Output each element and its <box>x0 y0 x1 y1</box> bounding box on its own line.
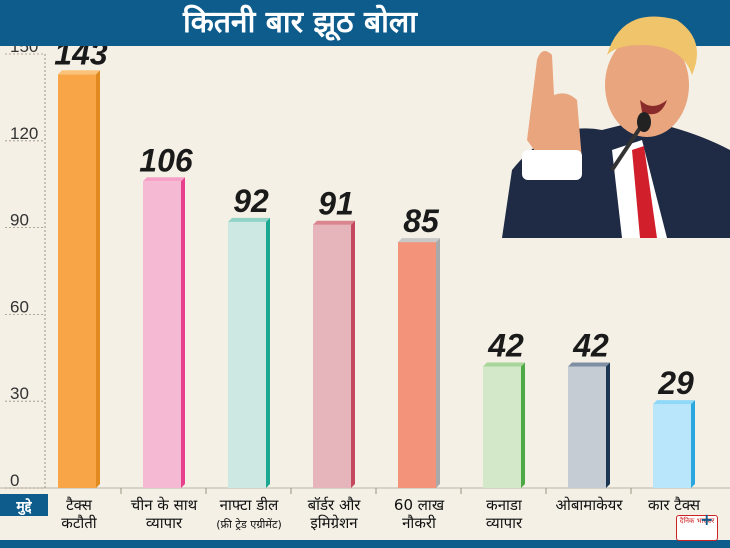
bar-side <box>691 400 695 488</box>
bar-value-label: 42 <box>487 327 524 363</box>
y-tick-label: 60 <box>10 297 29 316</box>
bar-side <box>436 238 440 488</box>
bar-value-label: 92 <box>233 183 269 219</box>
bar-top <box>58 70 100 75</box>
bar-side <box>351 220 355 488</box>
category-label: नौकरी <box>402 514 437 532</box>
bar-front <box>653 404 691 488</box>
bar-front <box>228 221 266 488</box>
y-tick-label: 0 <box>10 471 19 490</box>
bar <box>58 70 100 489</box>
bar-front <box>58 74 96 489</box>
bar-value-label: 143 <box>54 46 108 71</box>
category-label: व्यापार <box>146 514 183 532</box>
bar-value-label: 91 <box>318 186 354 222</box>
bar-value-label: 29 <box>657 365 694 401</box>
bar-front <box>313 224 351 488</box>
category-label: बॉर्डर और <box>308 496 362 514</box>
plus-icon: + <box>700 510 714 529</box>
y-tick-label: 120 <box>10 124 38 143</box>
bar-side <box>96 70 100 489</box>
bar <box>398 238 440 488</box>
bar-top <box>143 177 185 182</box>
bar-top <box>568 362 610 367</box>
bar <box>313 220 355 488</box>
bar-value-label: 42 <box>572 327 609 363</box>
category-label: 60 लाख <box>394 496 445 514</box>
x-axis-header-label: मुद्दे <box>15 498 32 516</box>
bar <box>568 362 610 488</box>
y-axis: 0 30 60 90 120 150 <box>0 46 730 490</box>
footer-bar <box>0 540 730 548</box>
category-label: व्यापार <box>486 514 523 532</box>
bar-top <box>483 362 525 367</box>
bar-front <box>568 366 606 488</box>
y-tick-label: 90 <box>10 211 29 230</box>
category-label: (फ्री ट्रेड एग्रीमेंट) <box>216 518 282 531</box>
y-tick-label: 30 <box>10 384 29 403</box>
category-label: कटौती <box>61 514 98 532</box>
bar-side <box>266 217 270 488</box>
bar <box>483 362 525 488</box>
bar-value-label: 85 <box>403 203 440 239</box>
bar-chart: 0 30 60 90 120 150 143 106 92 91 85 42 42 29 टैक्सकट… <box>0 46 730 532</box>
bar-front <box>398 242 436 488</box>
chart-title: कितनी बार झूठ बोला <box>183 5 417 40</box>
category-label: इमिग्रेशन <box>310 514 358 532</box>
bar-top <box>228 217 270 222</box>
category-label: चीन के साथ <box>131 496 198 514</box>
bar-side <box>606 362 610 488</box>
bar <box>143 177 185 488</box>
bar <box>653 400 695 488</box>
value-labels: 143 106 92 91 85 42 42 29 <box>54 46 694 401</box>
x-axis-header-box <box>0 494 48 516</box>
category-label: कार टैक्स <box>648 496 701 514</box>
x-axis-labels: टैक्सकटौतीचीन के साथव्यापारनाफ्टा डील(फ्… <box>61 488 701 532</box>
bar-value-label: 106 <box>139 142 193 178</box>
bar-side <box>521 362 525 488</box>
bar-front <box>483 366 521 488</box>
x-axis-header: मुद्दे <box>0 494 48 516</box>
speaker-photo <box>492 0 730 238</box>
bar-side <box>181 177 185 488</box>
bar <box>228 217 270 488</box>
y-tick-label: 150 <box>10 46 38 56</box>
category-label: नाफ्टा डील <box>220 496 280 514</box>
bar-top <box>313 220 355 225</box>
bars <box>58 70 695 489</box>
bar-top <box>653 400 695 405</box>
bar-front <box>143 181 181 488</box>
publisher-logo: दैनिक भास्कर <box>676 515 718 541</box>
bar-top <box>398 238 440 243</box>
category-label: ओबामाकेयर <box>555 496 623 514</box>
category-label: कनाडा <box>486 496 523 514</box>
category-label: टैक्स <box>66 496 93 514</box>
